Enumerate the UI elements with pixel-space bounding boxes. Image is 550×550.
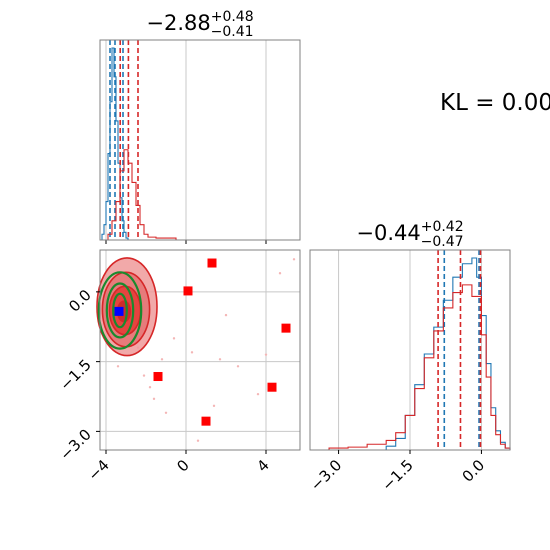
mid-panel-frame [99, 249, 301, 451]
scatter-point-6 [256, 392, 260, 396]
red-square-5 [201, 416, 211, 426]
mid-x-ticklabel-1: 0 [173, 456, 192, 475]
histogram-series-1 [104, 149, 177, 241]
scatter-point-1 [152, 397, 156, 401]
green-contour-2 [112, 292, 128, 329]
red-square-1 [183, 286, 193, 296]
red-square-2 [281, 323, 291, 333]
scatter-point-8 [142, 374, 146, 377]
scatter-point-3 [218, 358, 222, 361]
mid-x-ticklabel-2: 4 [253, 456, 272, 475]
mid-x-ticklabel-0: −4 [84, 456, 112, 484]
scatter-point-9 [224, 313, 228, 317]
mid-y-ticklabel-0: 0.0 [65, 286, 95, 316]
right-x-ticklabel-0: −3.0 [307, 456, 345, 494]
right-x-ticklabel-2: 0.0 [459, 456, 489, 486]
scatter-point-16 [116, 365, 120, 368]
mid-y-ticklabel-1: −1.5 [56, 356, 94, 394]
red-square-4 [267, 382, 277, 392]
green-contour-1 [105, 282, 135, 339]
right-x-ticklabel-1: −1.5 [378, 456, 416, 494]
scatter-point-2 [190, 351, 194, 354]
red-square-0 [207, 258, 217, 268]
scatter-point-0 [148, 386, 152, 389]
kl-annotation: KL = 0.00 [440, 90, 550, 116]
mid-y-ticklabel-2: −3.0 [56, 425, 94, 463]
scatter-point-5 [264, 353, 268, 356]
histogram-series-1 [310, 284, 511, 451]
histogram-series-0 [100, 47, 129, 241]
red-square-3 [153, 372, 163, 382]
top-histogram-panel: −2.88+0.48 −0.41 [99, 9, 301, 244]
scatter-point-11 [164, 411, 168, 414]
scatter-point-7 [172, 337, 176, 340]
blue-marker [114, 306, 124, 316]
joint-contour-panel: −4 0 4 0.0 −1.5 −3.0 [56, 249, 301, 484]
top-panel-title: −2.88+0.48 −0.41 [146, 9, 253, 40]
scatter-point-4 [236, 365, 240, 368]
scatter-point-14 [278, 272, 282, 275]
scatter-point-13 [292, 258, 296, 261]
green-contour-0 [97, 271, 143, 350]
scatter-point-10 [212, 404, 216, 408]
scatter-point-12 [196, 439, 200, 442]
scatter-point-17 [160, 358, 164, 361]
right-panel-title: −0.44+0.42 −0.47 [356, 219, 463, 250]
histogram-series-0 [376, 257, 511, 451]
right-histogram-panel: −3.0 −1.5 0.0 −0.44+0.42 −0.47 [307, 219, 511, 495]
top-panel-frame [99, 39, 301, 241]
